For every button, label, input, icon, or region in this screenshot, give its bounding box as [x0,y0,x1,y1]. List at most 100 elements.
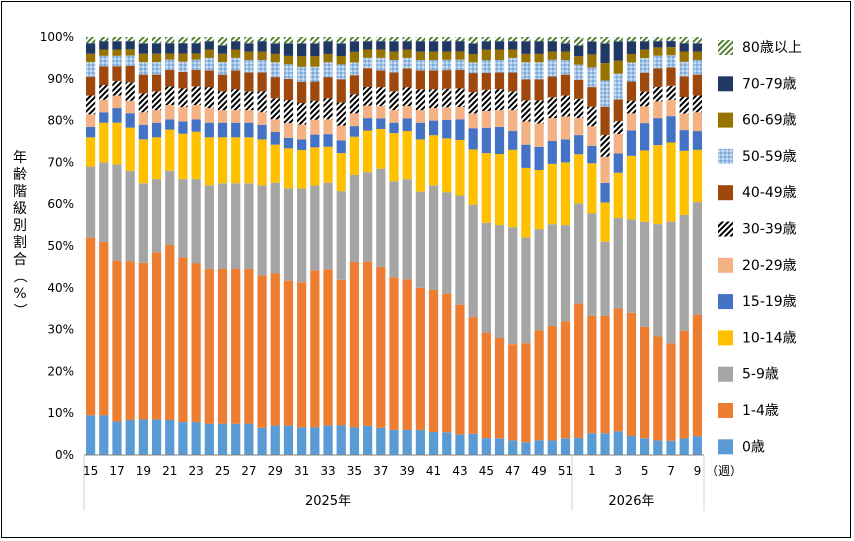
bar-segment-3-week-19 [336,153,346,192]
bar-segment-9-week-1 [99,49,109,56]
bar-segment-11-week-27 [442,37,452,42]
bar-segment-1-week-17 [310,270,320,428]
y-tick-label: 10% [47,406,74,420]
bar-segment-7-week-45 [679,76,689,98]
bar-segment-7-week-30 [481,72,491,90]
bar-segment-1-week-3 [125,261,135,420]
bar-segment-11-week-36 [560,37,571,44]
bar-segment-7-week-32 [508,72,518,92]
bar-segment-2-week-26 [428,185,439,290]
bar-segment-5-week-44 [666,99,676,117]
bar-segment-3-week-30 [481,153,491,223]
bar-segment-11-week-39 [600,37,610,44]
bar-segment-6-week-14 [270,98,280,120]
bar-segment-8-week-19 [336,64,346,80]
bar-segment-5-week-9 [204,108,214,123]
legend-label: 5-9歳 [742,367,779,383]
bar-segment-1-week-38 [587,315,597,434]
bar-segment-0-week-21 [363,425,373,455]
bar-segment-0-week-24 [402,429,412,455]
bar-segment-9-week-11 [231,49,241,58]
bar-segment-7-week-31 [494,72,505,90]
bar-segment-1-week-28 [455,304,465,435]
bar-segment-3-week-34 [534,170,544,230]
bar-segment-1-week-26 [428,289,439,433]
bar-segment-7-week-18 [323,77,333,99]
bar-segment-0-week-23 [389,429,399,455]
bar-segment-4-week-31 [494,126,505,155]
bar-segment-0-week-34 [534,440,544,455]
bar-segment-3-week-20 [349,136,360,175]
bar-segment-5-week-3 [125,100,135,114]
bar-segment-1-week-9 [204,268,214,424]
bar-segment-4-week-32 [508,131,518,150]
bar-segment-1-week-24 [402,279,412,430]
legend-item: 30-39歳 [718,221,797,238]
bar-segment-8-week-3 [125,55,135,66]
bar-segment-9-week-13 [257,51,267,60]
bar-segment-3-week-43 [653,145,663,225]
legend-swatch [718,294,733,310]
bar-segment-8-week-45 [679,61,689,77]
bar-segment-6-week-34 [534,100,544,124]
legend-item: 0歳 [718,439,765,455]
bar-segment-1-week-7 [178,257,188,423]
bar-segment-11-week-0 [85,37,96,44]
bar-segment-5-week-5 [151,110,162,123]
bar-segment-3-week-40 [613,172,623,218]
bar-segment-3-week-4 [138,139,148,184]
bar-segment-4-week-25 [415,122,425,140]
bar-segment-9-week-3 [125,49,135,56]
bar-segment-3-week-6 [165,129,175,171]
bar-segment-4-week-40 [613,153,623,173]
bar-segment-1-week-31 [494,337,505,439]
bar-segment-2-week-5 [151,179,162,253]
legend-item: 5-9歳 [718,366,779,383]
bar-segment-0-week-14 [270,425,280,455]
bar-segment-1-week-1 [99,241,109,416]
bar-segment-8-week-39 [600,80,610,107]
bar-segment-8-week-22 [376,57,386,71]
bar-segment-3-week-29 [468,149,478,205]
bar-segment-5-week-17 [310,119,320,135]
legend-label: 30-39歳 [742,222,797,238]
bar-segment-4-week-38 [587,145,597,164]
legend-item: 70-79歳 [718,76,797,92]
bar-segment-2-week-34 [534,229,544,331]
bar-segment-6-week-6 [165,86,175,105]
bar-segment-10-week-14 [270,43,280,54]
bar-segment-8-week-14 [270,62,280,78]
bar-segment-2-week-12 [244,183,254,269]
bar-segment-8-week-15 [283,64,294,80]
bar-segment-5-week-37 [574,118,584,136]
bar-segment-0-week-38 [587,433,597,455]
bar-segment-10-week-34 [534,41,544,54]
bar-segment-7-week-0 [85,76,96,96]
bar-segment-6-week-33 [521,100,531,122]
bar-segment-4-week-20 [349,126,360,137]
bar-segment-1-week-23 [389,277,399,430]
bar-segment-10-week-43 [653,41,663,48]
bar-segment-8-week-7 [178,61,188,73]
bar-segment-7-week-16 [297,81,307,104]
bar-segment-8-week-46 [692,59,703,75]
bar-segment-5-week-21 [363,105,373,119]
bar-segment-5-week-35 [547,118,557,141]
bar-segment-11-week-37 [574,37,584,46]
bar-segment-5-week-26 [428,108,439,121]
bar-segment-0-week-31 [494,438,505,455]
bar-segment-6-week-20 [349,94,360,114]
bar-segment-7-week-39 [600,106,610,135]
bar-segment-5-week-28 [455,107,465,120]
bar-segment-0-week-15 [283,425,294,455]
bar-segment-2-week-43 [653,224,663,337]
bar-segment-7-week-37 [574,79,584,99]
bar-segment-4-week-12 [244,122,254,138]
bar-segment-10-week-1 [99,41,109,50]
bar-segment-9-week-7 [178,53,188,62]
bar-segment-2-week-29 [468,204,478,318]
bar-segment-6-week-11 [231,89,241,111]
bar-segment-8-week-23 [389,59,399,73]
bar-segment-11-week-19 [336,37,346,44]
bar-segment-4-week-41 [626,130,637,156]
